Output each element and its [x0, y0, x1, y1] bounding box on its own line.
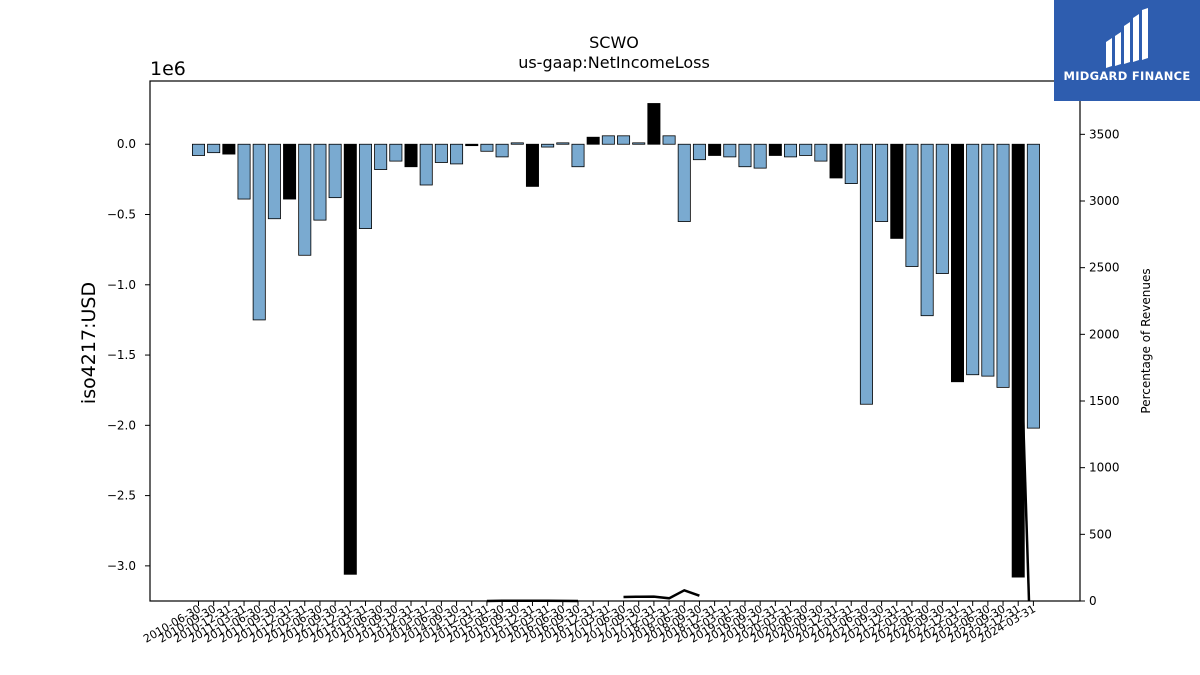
bar-2021-12-31	[890, 143, 904, 239]
logo-text: MIDGARD FINANCE	[1063, 69, 1191, 83]
bar-2021-06-30	[859, 143, 873, 405]
bar-2014-09-30	[450, 143, 464, 165]
bar-2010-12-31	[222, 143, 236, 155]
bar-2011-06-30	[252, 143, 266, 321]
bar-2018-09-30	[692, 143, 706, 161]
y2-axis-label: Percentage of Revenues	[1139, 268, 1153, 413]
bar-2024-03-31	[1026, 143, 1040, 429]
bar-2022-06-30	[920, 143, 934, 317]
bar-2020-03-31	[784, 143, 798, 158]
y2-tick-label: 1500	[1089, 394, 1120, 408]
midgard-logo-icon	[1106, 8, 1148, 68]
bar-2023-03-31	[966, 143, 980, 376]
bar-2012-12-31	[343, 143, 357, 575]
bar-2013-09-30	[389, 143, 403, 162]
y-offset-label: 1e6	[150, 58, 186, 80]
y2-tick-label: 2000	[1089, 327, 1120, 341]
bar-2014-06-30	[434, 143, 448, 163]
bar-2013-03-31	[358, 143, 372, 229]
y-tick-label: −3.0	[107, 559, 136, 573]
bar-2021-09-30	[875, 143, 889, 222]
axes-layer: 0.0 −0.5 −1.0 −1.5 −2.0 −2.5 −3.0 0 500 1000 1500 2…	[107, 80, 1120, 646]
y2-tick-label: 500	[1089, 527, 1112, 541]
bar-2012-09-30	[328, 143, 342, 199]
bar-2015-03-31	[480, 143, 494, 152]
plot-frame	[149, 80, 1081, 602]
y-tick-label: −1.0	[107, 278, 136, 292]
bar-2020-12-31	[829, 143, 843, 179]
bar-2011-09-30	[267, 143, 281, 220]
bar-2019-09-30	[753, 143, 767, 169]
bar-2013-06-30	[374, 143, 388, 170]
y2-tick-label: 2500	[1089, 261, 1120, 275]
bar-2016-03-31	[541, 143, 555, 148]
bar-2011-12-31	[283, 143, 297, 200]
revenue-pct-line-segment-2	[623, 588, 700, 600]
bar-2011-03-31	[237, 143, 251, 200]
y-axis-label: iso4217:USD	[78, 282, 100, 404]
bar-2013-12-31	[404, 143, 418, 168]
bar-2023-06-30	[981, 143, 995, 377]
bar-2023-09-30	[996, 143, 1010, 388]
bar-2015-12-31	[525, 143, 539, 187]
y2-tick-label: 0	[1089, 594, 1097, 608]
chart-title: SCWO	[589, 33, 639, 52]
bar-2017-12-31	[647, 103, 661, 145]
bar-2017-06-30	[617, 135, 631, 145]
bar-2016-09-30	[571, 143, 585, 168]
bar-2010-06-30	[191, 143, 205, 156]
y2-tick-label: 1000	[1089, 461, 1120, 475]
bar-2016-06-30	[556, 142, 570, 145]
bar-2010-09-30	[207, 143, 221, 154]
bar-2016-12-31	[586, 136, 600, 145]
chart-subtitle: us-gaap:NetIncomeLoss	[518, 53, 710, 72]
y-tick-label: −2.5	[107, 489, 136, 503]
bar-2019-12-31	[768, 143, 782, 156]
y-tick-label: −0.5	[107, 208, 136, 222]
y-tick-label: −2.0	[107, 418, 136, 432]
bar-2017-09-30	[632, 142, 646, 145]
bar-2023-12-31	[1011, 143, 1025, 578]
y2-tick-label: 3500	[1089, 127, 1120, 141]
bar-2022-03-31	[905, 143, 919, 267]
y-tick-label: 0.0	[117, 137, 136, 151]
bar-2020-06-30	[799, 143, 813, 156]
bar-2018-06-30	[677, 143, 691, 222]
bar-2019-06-30	[738, 143, 752, 168]
bar-2019-03-31	[723, 143, 737, 158]
bar-2012-03-31	[298, 143, 312, 256]
bar-2012-06-30	[313, 143, 327, 221]
bar-2021-03-31	[844, 143, 858, 184]
bar-2022-12-31	[951, 143, 965, 383]
bar-2018-03-31	[662, 135, 676, 145]
bars-layer	[191, 103, 1040, 578]
bar-2014-03-31	[419, 143, 433, 186]
y2-tick-label: 3000	[1089, 194, 1120, 208]
bar-2015-09-30	[510, 142, 524, 145]
bar-2017-03-31	[601, 135, 615, 145]
bar-2018-12-31	[708, 143, 722, 156]
y-tick-label: −1.5	[107, 348, 136, 362]
bar-2014-12-31	[465, 143, 479, 147]
bar-2015-06-30	[495, 143, 509, 158]
bar-2020-09-30	[814, 143, 828, 162]
bar-2022-09-30	[935, 143, 949, 274]
midgard-finance-logo: MIDGARD FINANCE	[1054, 0, 1200, 101]
revenue-pct-line-segment-3	[1013, 163, 1031, 602]
